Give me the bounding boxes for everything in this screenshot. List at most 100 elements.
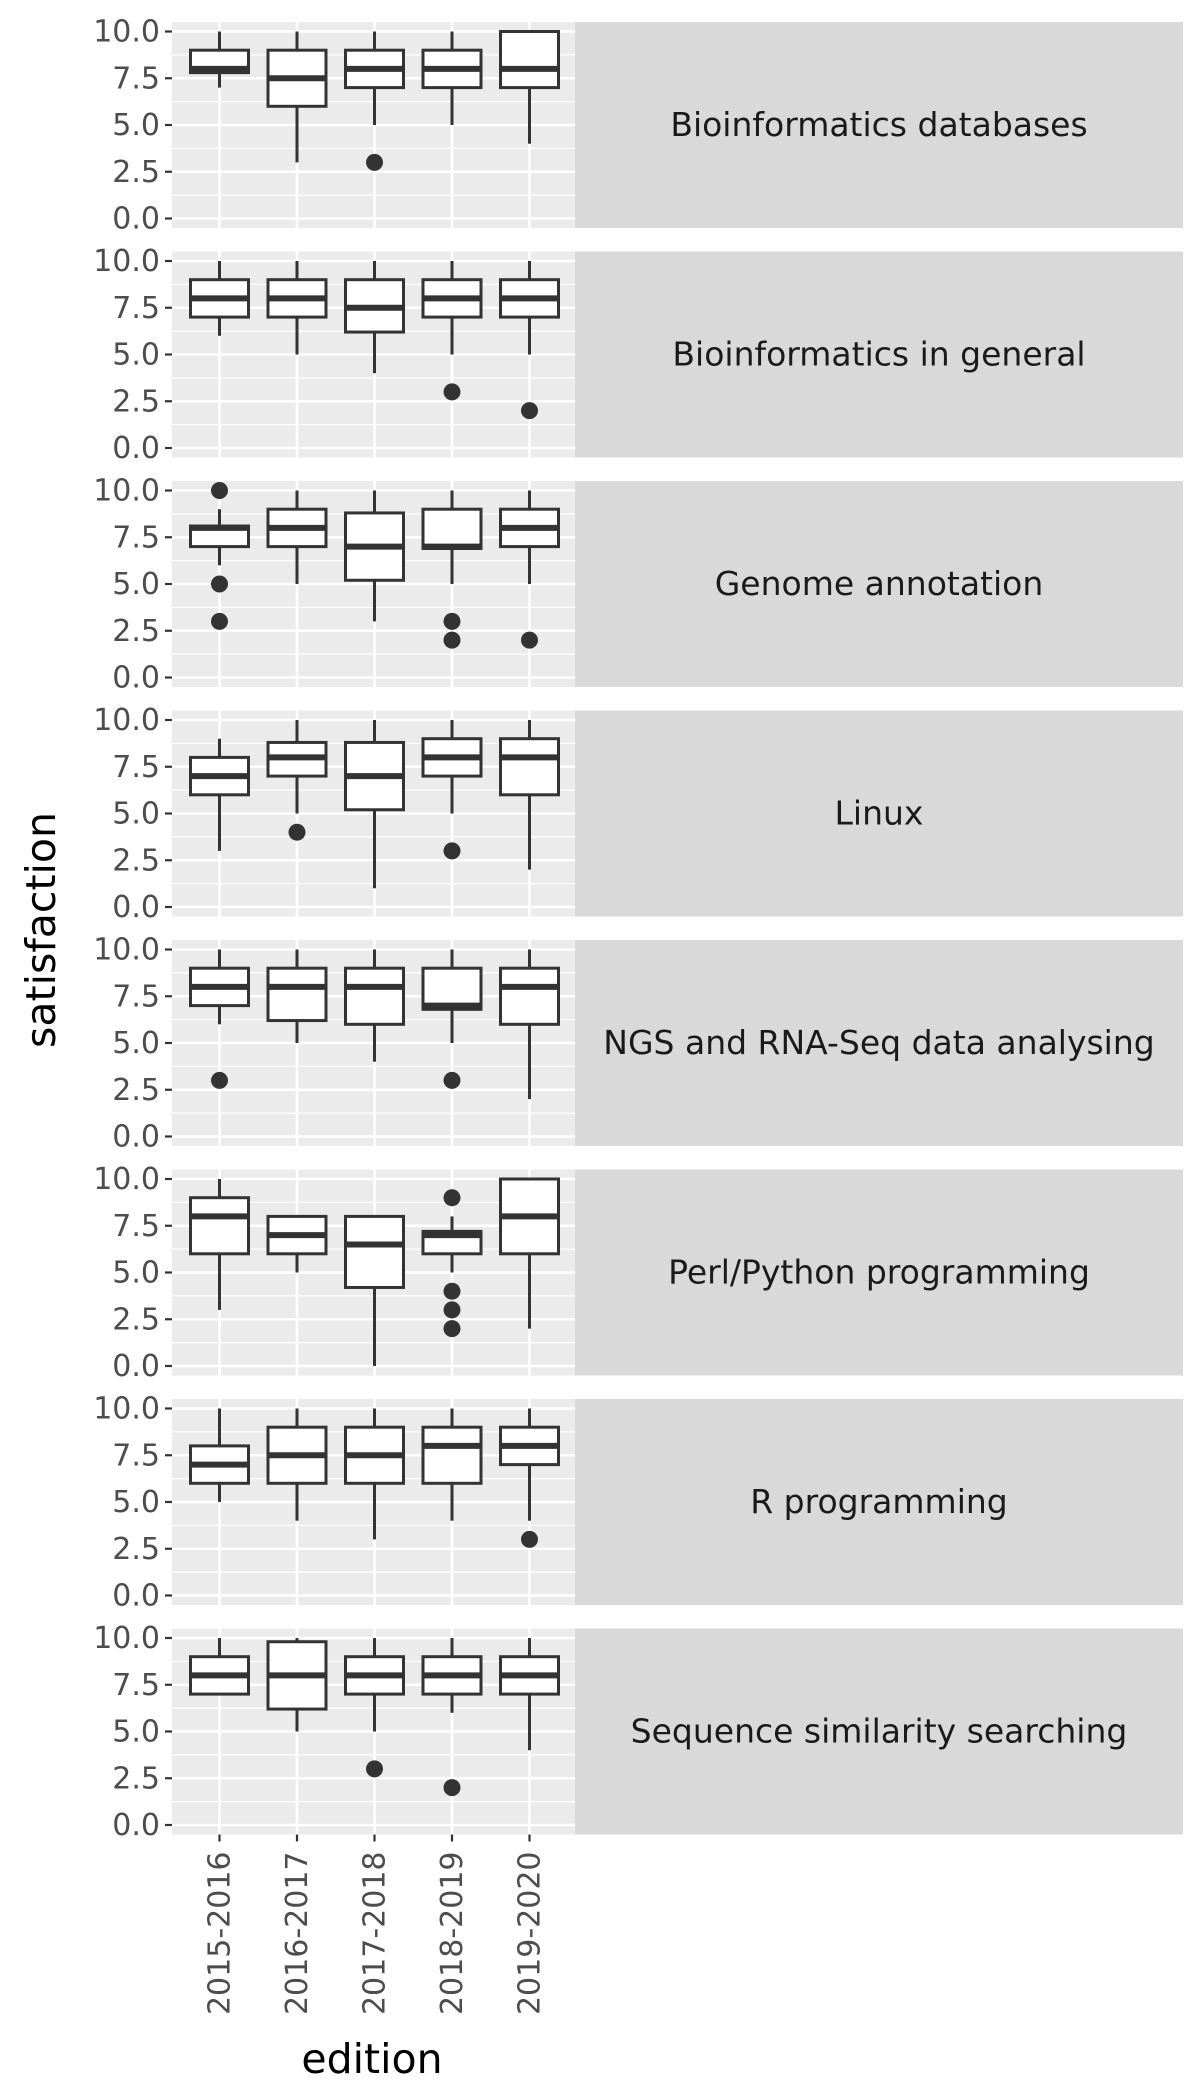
y-tick-label: 10.0 [93, 474, 160, 509]
box-2019-2020 [499, 1177, 560, 1329]
box-2016-2017 [266, 1214, 328, 1273]
box-2015-2016 [189, 1638, 250, 1696]
y-tick-label: 2.5 [112, 1302, 160, 1337]
box-body [344, 1214, 405, 1289]
box-2017-2018 [344, 1638, 405, 1778]
x-tick-label: 2018-2019 [435, 1852, 470, 2016]
facet-panel: 0.0 2.5 5.0 7.5 10.0 R programming [93, 1392, 1183, 1614]
outlier-point [443, 383, 461, 401]
y-axis-title: satisfaction [17, 812, 65, 1048]
box-2016-2017 [266, 261, 328, 355]
outlier-point [443, 612, 461, 630]
box-2017-2018 [344, 1214, 405, 1366]
outlier-point [521, 631, 538, 649]
y-tick-label: 5.0 [112, 1026, 160, 1061]
box-2019-2020 [499, 490, 560, 649]
box-2016-2017 [266, 490, 328, 584]
y-tick-label: 2.5 [112, 1761, 160, 1796]
box-2019-2020 [499, 949, 560, 1100]
outlier-point [211, 482, 228, 499]
y-tick-label: 2.5 [112, 384, 160, 419]
box-body [499, 966, 560, 1026]
box-body [344, 966, 405, 1026]
y-tick-label: 5.0 [112, 797, 160, 832]
facet-panel: 0.0 2.5 5.0 7.5 10.0 Bioinformatics databases [93, 15, 1183, 237]
y-tick-label: 10.0 [93, 1621, 160, 1656]
facet-panel: 0.0 2.5 5.0 7.5 10.0 Genome annotation [93, 474, 1183, 696]
y-tick-label: 10.0 [93, 1392, 160, 1427]
y-tick-label: 2.5 [112, 843, 160, 878]
y-tick-label: 0.0 [112, 1579, 160, 1614]
y-tick-label: 0.0 [112, 1349, 160, 1384]
facet-strip-label: Linux [835, 794, 924, 833]
facet-panel: 0.0 2.5 5.0 7.5 10.0 Perl/Python programming [93, 1162, 1183, 1384]
outlier-point [443, 1779, 461, 1797]
outlier-point [211, 612, 228, 630]
facet-strip-label: Sequence similarity searching [631, 1712, 1128, 1751]
y-tick-label: 2.5 [112, 1532, 160, 1567]
y-tick-label: 5.0 [112, 338, 160, 373]
outlier-point [366, 1760, 383, 1778]
y-tick-label: 5.0 [112, 1485, 160, 1520]
y-tick-label: 7.5 [112, 750, 160, 785]
facet-panel: 0.0 2.5 5.0 7.5 10.0 NGS and RNA-Seq data ana… [93, 933, 1183, 1155]
outlier-point [211, 1071, 228, 1089]
facet-strip-label: Bioinformatics in general [672, 335, 1085, 374]
outlier-point [443, 1189, 461, 1207]
facet-strip [575, 251, 1183, 458]
box-2016-2017 [266, 949, 328, 1043]
box-2015-2016 [189, 738, 250, 851]
box-body [421, 507, 483, 550]
facet-strip [575, 940, 1183, 1146]
box-2017-2018 [344, 720, 405, 889]
facet-strip [575, 1628, 1183, 1835]
y-tick-label: 10.0 [93, 703, 160, 738]
box-2018-2019 [421, 1408, 483, 1521]
facet-strip-label: Perl/Python programming [668, 1253, 1090, 1292]
y-tick-label: 7.5 [112, 979, 160, 1014]
x-tick-label: 2016-2017 [280, 1852, 315, 2016]
box-2016-2017 [266, 31, 328, 163]
x-tick-label: 2017-2018 [358, 1852, 393, 2016]
box-2017-2018 [344, 31, 405, 171]
y-tick-label: 0.0 [112, 202, 160, 237]
y-tick-label: 10.0 [93, 1162, 160, 1197]
box-2017-2018 [344, 949, 405, 1062]
facet-strip [575, 1399, 1183, 1605]
facet-strip-label: R programming [750, 1482, 1007, 1521]
y-tick-label: 7.5 [112, 1438, 160, 1473]
box-2017-2018 [344, 1408, 405, 1540]
facet-strip [575, 710, 1183, 917]
y-tick-label: 10.0 [93, 933, 160, 968]
outlier-point [443, 1071, 461, 1089]
y-tick-label: 7.5 [112, 1209, 160, 1244]
outlier-point [366, 153, 383, 171]
facet-panel: 0.0 2.5 5.0 7.5 10.0 Bioinformatics in genera… [93, 244, 1183, 466]
y-tick-label: 0.0 [112, 890, 160, 925]
box-2018-2019 [421, 720, 483, 860]
outlier-point [521, 1530, 538, 1548]
box-2019-2020 [499, 720, 560, 870]
x-tick-label: 2015-2016 [203, 1852, 238, 2016]
facet-strip-label: NGS and RNA-Seq data analysing [603, 1023, 1154, 1062]
box-2015-2016 [189, 949, 250, 1089]
facet-strip-label: Bioinformatics databases [670, 105, 1087, 144]
outlier-point [443, 631, 461, 649]
box-2016-2017 [266, 720, 328, 841]
box-2018-2019 [421, 261, 483, 401]
box-2015-2016 [189, 31, 250, 88]
box-2016-2017 [266, 1408, 328, 1521]
x-tick-label: 2019-2020 [513, 1852, 548, 2016]
y-tick-label: 0.0 [112, 1120, 160, 1155]
box-2017-2018 [344, 261, 405, 374]
box-2018-2019 [421, 1189, 483, 1338]
outlier-point [521, 402, 538, 420]
facet-panel: 0.0 2.5 5.0 7.5 10.0 Sequence similarity sear… [93, 1621, 1183, 2015]
y-tick-label: 5.0 [112, 567, 160, 602]
y-tick-label: 0.0 [112, 661, 160, 696]
y-tick-label: 5.0 [112, 1715, 160, 1750]
box-2019-2020 [499, 30, 560, 144]
y-tick-label: 2.5 [112, 1073, 160, 1108]
box-2018-2019 [421, 490, 483, 649]
y-tick-label: 10.0 [93, 244, 160, 279]
